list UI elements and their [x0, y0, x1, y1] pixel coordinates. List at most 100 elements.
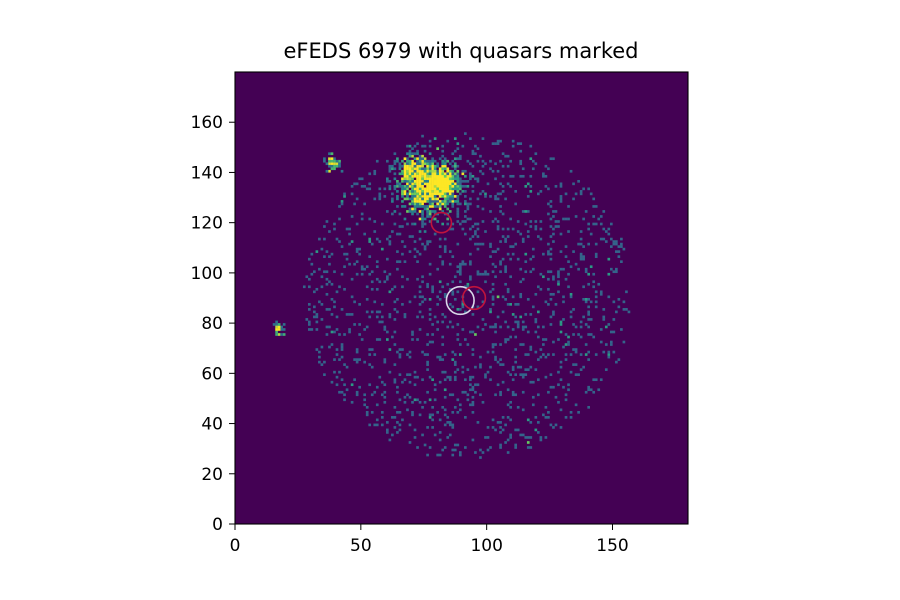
heatmap-pixel [393, 185, 397, 188]
heatmap-pixel [474, 333, 477, 336]
heatmap-pixel [547, 353, 550, 356]
heatmap-pixel [577, 333, 580, 336]
heatmap-pixel [438, 182, 442, 186]
heatmap-pixel [408, 162, 412, 166]
heatmap-pixel [325, 162, 329, 166]
heatmap-pixel [620, 245, 623, 248]
heatmap-pixel [574, 348, 578, 351]
heatmap-pixel [461, 390, 465, 394]
heatmap-pixel [511, 144, 515, 148]
heatmap-pixel [368, 363, 372, 366]
heatmap-pixel [461, 328, 465, 331]
heatmap-pixel [340, 200, 344, 203]
heatmap-pixel [526, 446, 530, 449]
heatmap-pixel [456, 242, 460, 246]
heatmap-pixel [355, 360, 359, 364]
heatmap-pixel [481, 220, 485, 223]
heatmap-pixel [456, 212, 460, 216]
heatmap-pixel [443, 177, 447, 181]
heatmap-pixel [416, 162, 419, 166]
heatmap-pixel [448, 190, 452, 193]
heatmap-pixel [416, 179, 419, 183]
heatmap-pixel [446, 421, 450, 424]
x-tick-label: 150 [596, 536, 628, 556]
heatmap-pixel [453, 375, 457, 379]
heatmap-pixel [433, 217, 437, 221]
heatmap-pixel [426, 187, 429, 191]
heatmap-pixel [428, 413, 432, 417]
heatmap-pixel [423, 182, 427, 186]
heatmap-pixel [416, 167, 419, 171]
heatmap-pixel [441, 405, 445, 409]
heatmap-pixel [391, 433, 394, 437]
heatmap-pixel [474, 230, 477, 233]
heatmap-pixel [476, 205, 480, 208]
heatmap-pixel [433, 177, 437, 181]
heatmap-pixel [564, 277, 568, 281]
heatmap-pixel [320, 303, 324, 306]
heatmap-pixel [428, 167, 432, 171]
heatmap-pixel [481, 400, 485, 404]
heatmap-pixel [388, 313, 392, 316]
heatmap-pixel [305, 318, 309, 321]
heatmap-pixel [547, 287, 550, 291]
heatmap-pixel [378, 240, 382, 243]
heatmap-pixel [418, 205, 422, 208]
heatmap-pixel [484, 162, 487, 166]
heatmap-pixel [514, 242, 518, 246]
heatmap-pixel [403, 217, 407, 221]
heatmap-pixel [469, 237, 472, 241]
heatmap-pixel [537, 192, 540, 196]
heatmap-pixel [446, 416, 450, 419]
heatmap-pixel [391, 212, 394, 216]
heatmap-pixel [464, 285, 467, 289]
heatmap-pixel [582, 217, 585, 221]
heatmap-pixel [413, 169, 417, 173]
heatmap-pixel [469, 227, 472, 231]
heatmap-pixel [428, 202, 432, 206]
heatmap-pixel [499, 421, 502, 424]
heatmap-pixel [453, 448, 457, 452]
heatmap-pixel [423, 298, 427, 301]
heatmap-pixel [310, 328, 314, 331]
heatmap-pixel [370, 280, 374, 284]
heatmap-pixel [547, 416, 550, 419]
heatmap-pixel [428, 174, 432, 178]
heatmap-pixel [413, 162, 417, 166]
heatmap-pixel [456, 179, 460, 183]
heatmap-pixel [401, 380, 404, 384]
heatmap-pixel [441, 159, 445, 163]
heatmap-pixel [446, 200, 450, 203]
heatmap-pixel [370, 411, 374, 414]
heatmap-pixel [353, 202, 356, 206]
heatmap-pixel [529, 270, 533, 274]
heatmap-pixel [539, 190, 543, 193]
heatmap-pixel [542, 325, 545, 329]
heatmap-pixel [486, 370, 490, 374]
heatmap-pixel [584, 353, 588, 356]
heatmap-pixel [620, 260, 623, 263]
heatmap-pixel [426, 333, 429, 336]
heatmap-pixel [378, 197, 382, 201]
heatmap-pixel [448, 169, 452, 173]
heatmap-pixel [393, 177, 397, 181]
heatmap-pixel [471, 388, 475, 392]
heatmap-pixel [406, 144, 409, 148]
heatmap-pixel [360, 212, 364, 216]
heatmap-pixel [421, 154, 424, 158]
heatmap-pixel [370, 365, 374, 369]
heatmap-pixel [499, 443, 502, 447]
heatmap-pixel [494, 275, 497, 279]
heatmap-pixel [315, 320, 319, 324]
heatmap-pixel [484, 192, 487, 196]
heatmap-pixel [574, 192, 578, 196]
heatmap-pixel [436, 355, 439, 359]
heatmap-pixel [335, 162, 339, 166]
heatmap-pixel [403, 192, 407, 196]
heatmap-pixel [441, 195, 445, 198]
heatmap-pixel [451, 200, 455, 203]
heatmap-pixel [469, 375, 472, 379]
heatmap-pixel [411, 185, 414, 188]
heatmap-pixel [433, 174, 437, 178]
heatmap-pixel [448, 421, 452, 424]
